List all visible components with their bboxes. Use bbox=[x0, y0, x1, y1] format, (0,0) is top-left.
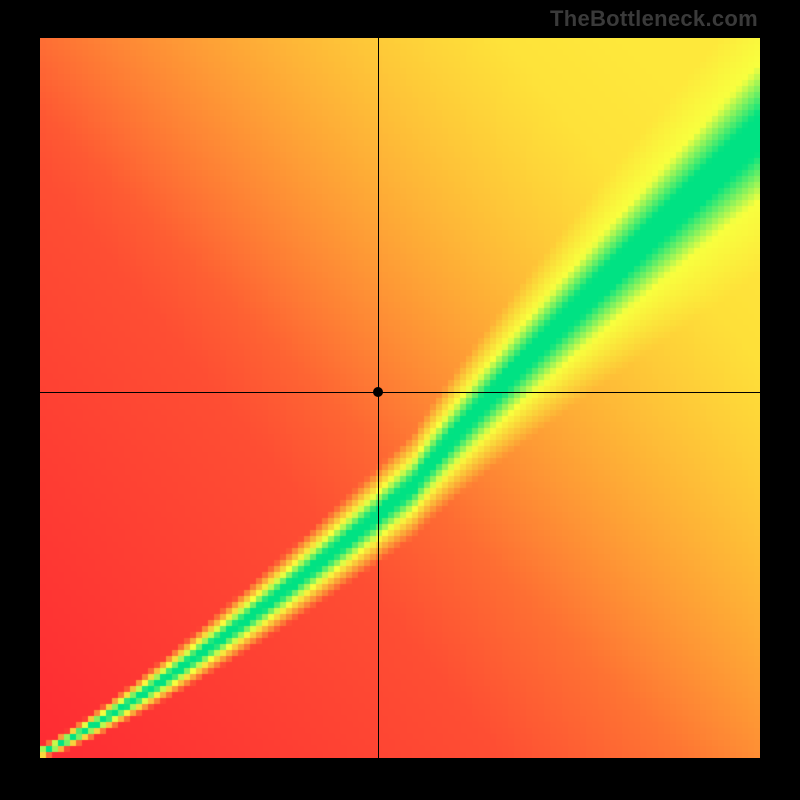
attribution-text: TheBottleneck.com bbox=[550, 6, 758, 32]
heatmap-plot[interactable] bbox=[40, 38, 760, 758]
heatmap-canvas[interactable] bbox=[40, 38, 760, 758]
